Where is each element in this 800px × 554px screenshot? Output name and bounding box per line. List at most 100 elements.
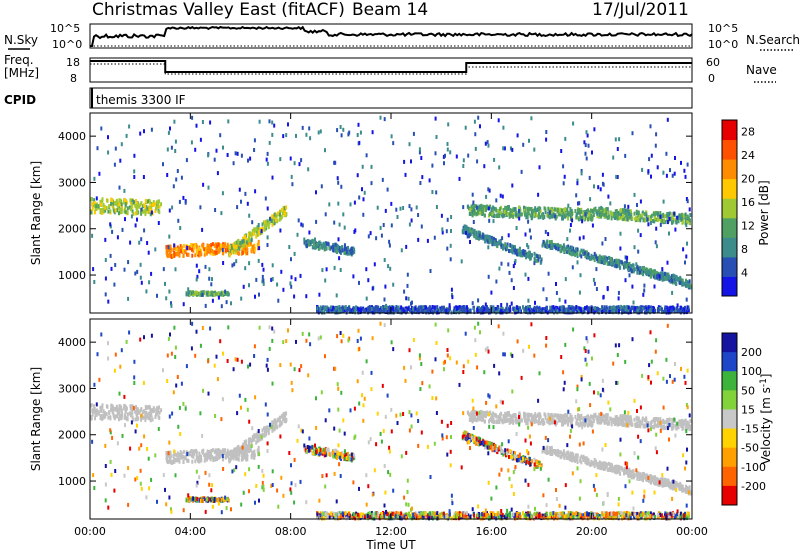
nave-tick-top: 60 [706, 56, 720, 69]
power-cell [420, 308, 423, 313]
velocity-cell [158, 416, 161, 421]
power-cell [527, 219, 530, 224]
power-cell [239, 241, 242, 246]
cpid-panel: CPID themis 3300 IF [4, 87, 693, 109]
power-cell [255, 234, 258, 239]
power-cell [641, 167, 644, 172]
power-cell [566, 237, 569, 242]
power-cell [559, 249, 562, 254]
power-cell [635, 209, 638, 214]
power-cell [643, 305, 646, 310]
power-cell [182, 243, 185, 248]
power-cell [205, 246, 207, 251]
power-cell [662, 272, 665, 277]
power-cell [463, 227, 466, 232]
power-cell [514, 245, 516, 250]
power-cell [343, 307, 346, 312]
velocity-cell [332, 454, 335, 459]
power-cell [441, 227, 444, 232]
power-cell [473, 211, 475, 216]
power-cell [681, 220, 684, 225]
power-cell [458, 310, 460, 315]
power-cell [513, 248, 516, 253]
power-cell [447, 122, 450, 127]
power-cell [184, 200, 187, 205]
power-cell [501, 194, 504, 199]
power-cell [538, 165, 541, 170]
power-cell [484, 141, 487, 146]
velocity-cell [261, 428, 264, 433]
power-cell [120, 207, 123, 212]
velocity-cell [239, 447, 242, 452]
power-cell [569, 217, 572, 221]
power-cell [116, 208, 119, 213]
power-cell [120, 209, 123, 214]
velocity-cell [244, 447, 247, 451]
velocity-cell [134, 417, 137, 422]
velocity-cell [172, 459, 175, 464]
power-cell [643, 288, 646, 293]
velocity-cell [512, 420, 515, 425]
power-cell [273, 219, 276, 223]
velocity-cell [134, 409, 137, 414]
power-cell [395, 305, 398, 309]
noise-tick-bottom-left: 10^0 [52, 38, 82, 51]
freq-tick-bottom: 8 [70, 72, 77, 85]
power-cell [606, 207, 609, 212]
power-cell [664, 220, 667, 224]
power-cell [477, 115, 480, 120]
power-cell [191, 115, 194, 120]
power-cell [234, 241, 237, 246]
power-cell [258, 230, 261, 235]
power-cell [474, 204, 476, 209]
power-cell [577, 201, 580, 206]
power-cell [242, 236, 245, 241]
power-cell [668, 309, 671, 314]
power-cell [211, 242, 214, 247]
power-ylabel: Slant Range [km] [29, 161, 43, 265]
power-cell [276, 219, 279, 224]
power-cell [389, 266, 392, 271]
power-cell [246, 201, 249, 206]
power-cell [279, 157, 282, 162]
velocity-cell [341, 451, 344, 455]
velocity-cell [526, 421, 529, 426]
power-cell [467, 153, 470, 158]
power-cell [94, 210, 96, 215]
power-cell [685, 217, 688, 221]
power-cell [689, 218, 691, 223]
power-cell [300, 222, 303, 227]
velocity-cell [206, 454, 209, 459]
power-cell [677, 215, 680, 220]
nave-tick-bottom: 0 [708, 72, 715, 85]
power-cell [515, 248, 518, 253]
power-cell [533, 256, 536, 261]
power-cell [545, 130, 548, 134]
power-cell [90, 197, 93, 202]
velocity-cell [330, 451, 333, 456]
power-cell [553, 214, 556, 219]
velocity-cell [344, 457, 347, 461]
velocity-cell [168, 459, 171, 464]
power-cell [524, 210, 527, 215]
power-cell [152, 200, 155, 205]
power-cell [165, 296, 168, 301]
power-cell [647, 305, 650, 310]
velocity-cell [154, 415, 157, 420]
power-cell [639, 267, 642, 272]
power-cell [661, 218, 664, 223]
power-cell [484, 309, 487, 314]
power-cell [258, 119, 261, 124]
velocity-cell [202, 449, 204, 454]
power-cell [195, 123, 198, 128]
power-cell [107, 150, 110, 155]
power-cell [512, 286, 515, 290]
velocity-cell [284, 415, 287, 420]
power-cell [334, 242, 337, 247]
velocity-cell [94, 416, 96, 421]
power-cell [313, 239, 316, 244]
power-cell [512, 207, 515, 212]
power-cell [219, 243, 222, 248]
power-cell [607, 194, 610, 199]
